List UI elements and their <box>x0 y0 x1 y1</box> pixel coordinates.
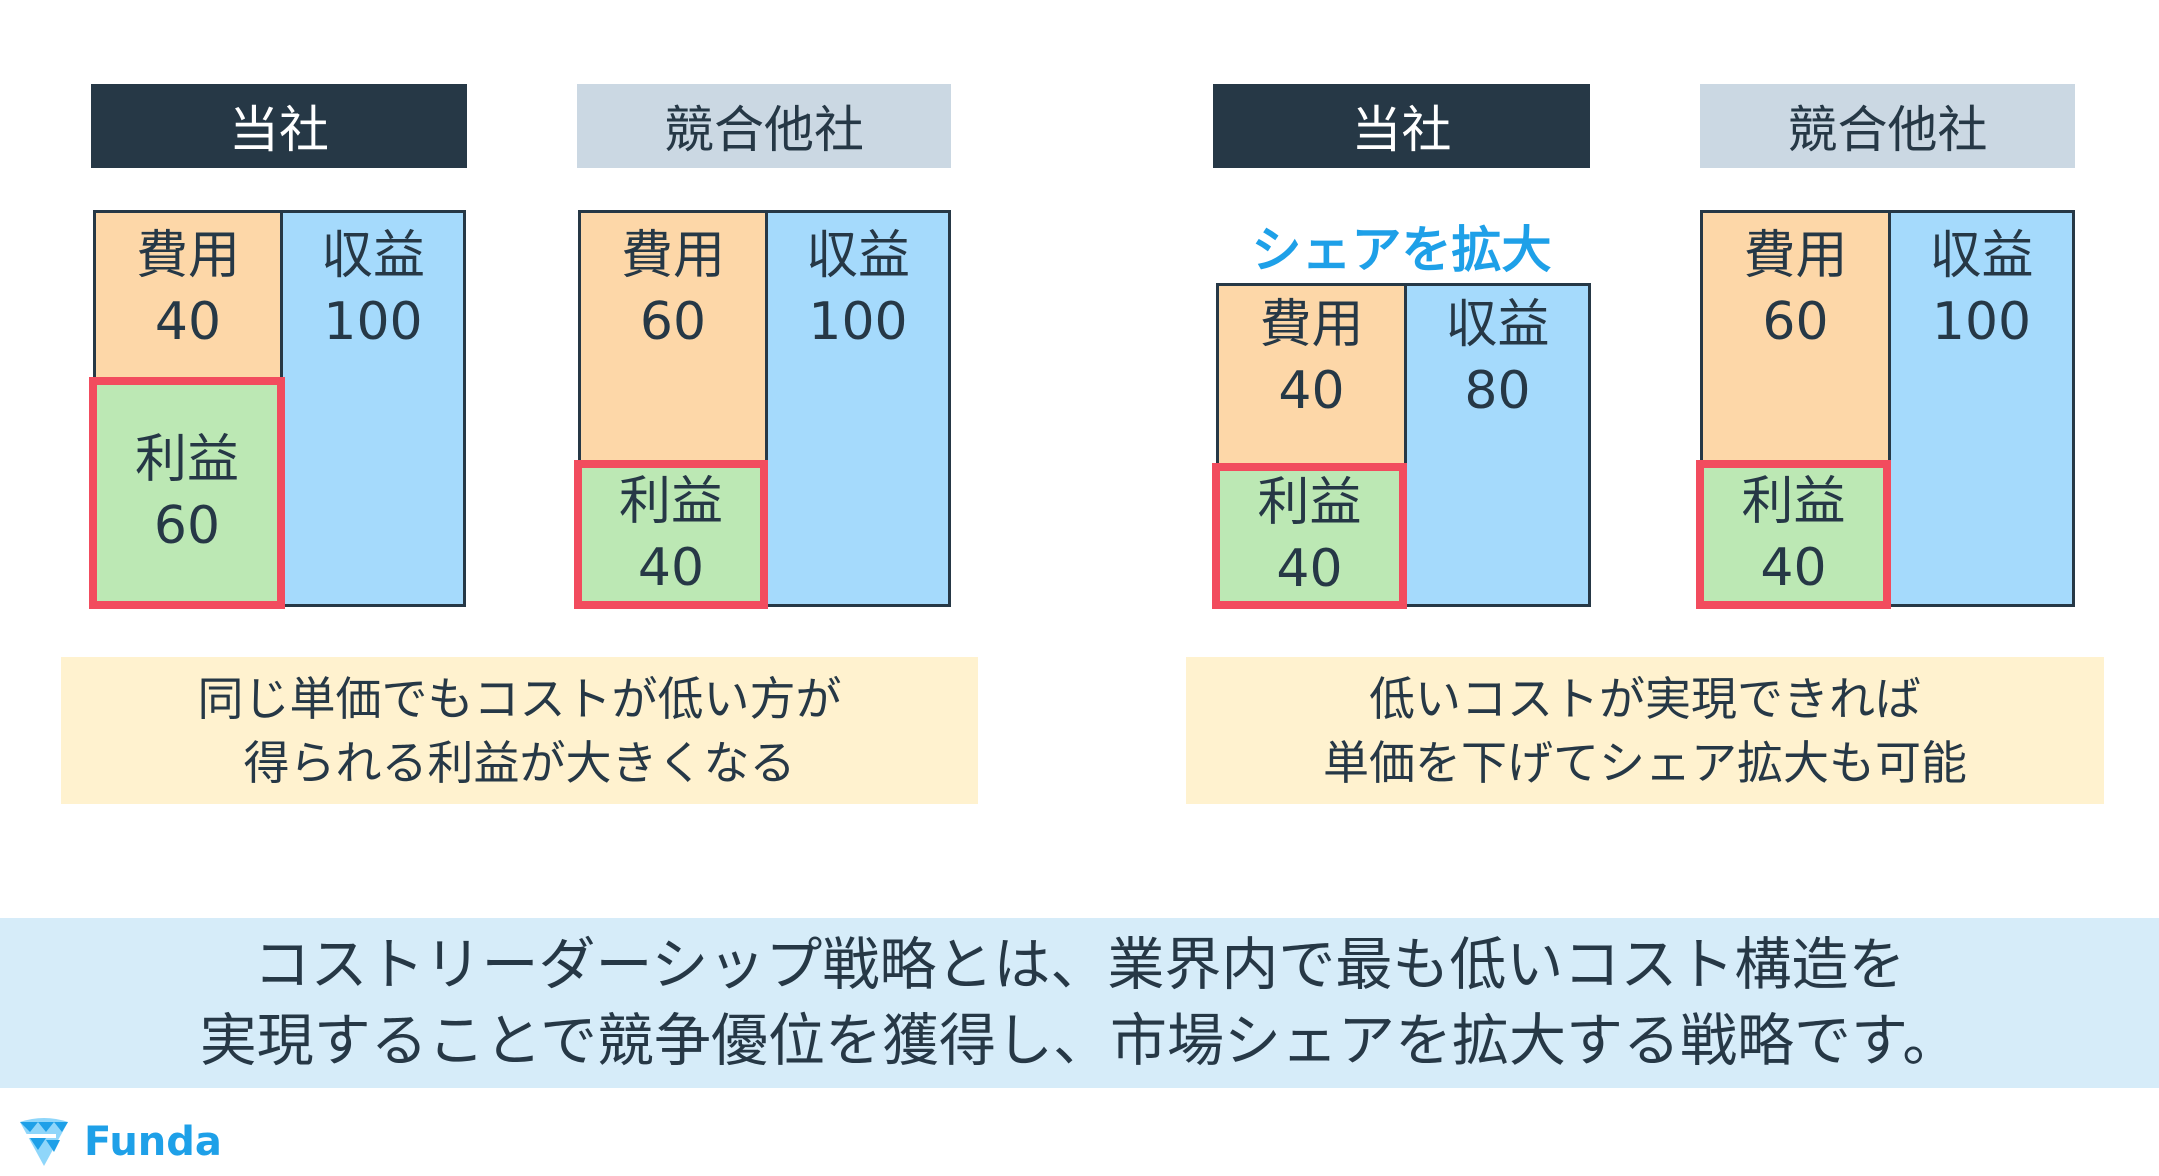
profit-cell-highlighted: 利益 60 <box>89 377 285 609</box>
caption-line: 低いコストが実現できれば <box>1369 671 1921 726</box>
profit-label: 利益 <box>1257 473 1362 533</box>
share-expansion-note: シェアを拡大 <box>1251 221 1552 279</box>
summary-line: コストリーダーシップ戦略とは、業界内で最も低いコスト構造を <box>253 932 1906 998</box>
revenue-cell: 収益 100 <box>1891 213 2072 355</box>
cost-label: 費用 <box>1259 295 1364 355</box>
revenue-label: 収益 <box>1445 295 1550 355</box>
revenue-label: 収益 <box>805 226 910 286</box>
cost-label: 費用 <box>135 226 240 286</box>
profit-value: 40 <box>637 537 705 598</box>
summary-line: 実現することで競争優位を獲得し、市場シェアを拡大する戦略です。 <box>199 1008 1960 1074</box>
caption-line: 得られる利益が大きくなる <box>243 735 796 790</box>
profit-value: 60 <box>153 496 221 556</box>
header-competitor-right: 競合他社 <box>1700 84 2075 168</box>
diamond-logo-icon <box>20 1118 68 1166</box>
caption-left: 同じ単価でもコストが低い方が 得られる利益が大きくなる <box>61 657 978 804</box>
cost-value: 40 <box>1278 361 1345 421</box>
profit-cell-highlighted: 利益 40 <box>574 460 768 609</box>
revenue-value: 100 <box>323 292 423 352</box>
caption-line: 単価を下げてシェア拡大も可能 <box>1323 735 1967 790</box>
cost-value: 60 <box>1762 292 1829 352</box>
revenue-label: 収益 <box>320 226 425 286</box>
header-ours-left: 当社 <box>91 84 467 168</box>
profit-label: 利益 <box>618 471 723 532</box>
profit-label: 利益 <box>1741 471 1846 532</box>
revenue-value: 80 <box>1464 361 1531 421</box>
profit-value: 40 <box>1276 539 1343 599</box>
caption-right: 低いコストが実現できれば 単価を下げてシェア拡大も可能 <box>1186 657 2104 804</box>
cost-label: 費用 <box>1743 226 1848 286</box>
revenue-label: 収益 <box>1929 226 2034 286</box>
revenue-cell: 収益 100 <box>768 213 948 355</box>
cost-value: 40 <box>154 292 222 352</box>
header-ours-right: 当社 <box>1213 84 1590 168</box>
header-competitor-left: 競合他社 <box>577 84 951 168</box>
cost-label: 費用 <box>620 226 725 286</box>
caption-line: 同じ単価でもコストが低い方が <box>197 671 842 726</box>
cost-value: 60 <box>639 292 707 352</box>
profit-label: 利益 <box>134 430 239 490</box>
profit-value: 40 <box>1760 537 1827 598</box>
profit-cell-highlighted: 利益 40 <box>1212 463 1407 609</box>
logo-text: Funda <box>84 1119 222 1165</box>
funda-logo: Funda <box>16 1116 222 1168</box>
revenue-cell: 収益 80 <box>1407 286 1588 424</box>
revenue-value: 100 <box>808 292 908 352</box>
revenue-cell: 収益 100 <box>283 213 463 355</box>
revenue-value: 100 <box>1931 292 2032 352</box>
summary-band: コストリーダーシップ戦略とは、業界内で最も低いコスト構造を 実現することで競争優… <box>0 918 2159 1088</box>
profit-cell-highlighted: 利益 40 <box>1696 460 1891 609</box>
